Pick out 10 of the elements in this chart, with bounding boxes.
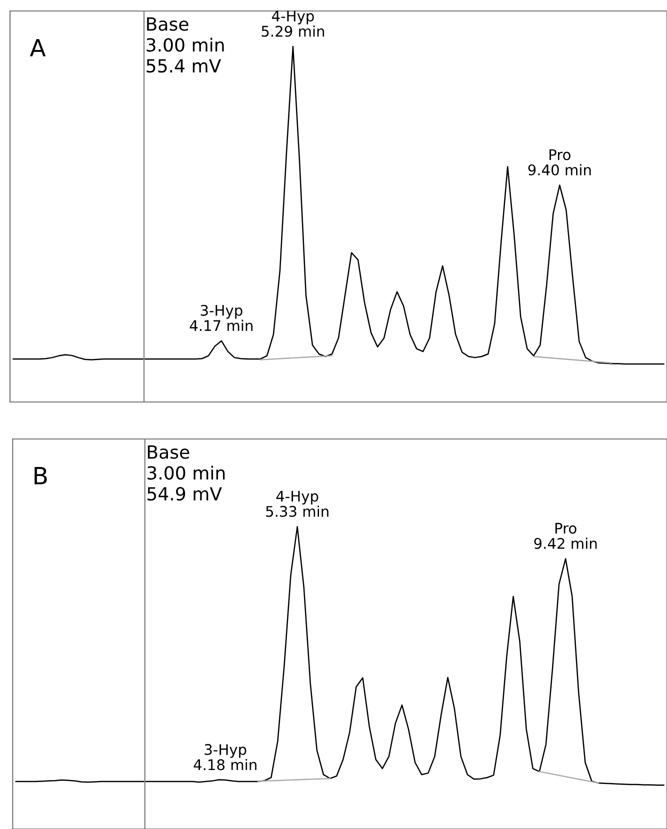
text: 4-Hyp 5.29 min	[262, 10, 324, 37]
text: Base 3.00 min 55.4 mV	[146, 17, 224, 73]
text: 4-Hyp 5.33 min	[266, 490, 328, 517]
annotation: 3-Hyp 4.17 min	[190, 304, 252, 331]
annotation: 3-Hyp 4.18 min	[194, 744, 256, 770]
chart-title: B	[34, 467, 47, 484]
chart-title: A	[30, 39, 46, 56]
annotation: Pro 9.42 min	[534, 522, 597, 549]
annotation: Pro 9.40 min	[528, 149, 591, 176]
text: Base 3.00 min 54.9 mV	[148, 445, 225, 501]
